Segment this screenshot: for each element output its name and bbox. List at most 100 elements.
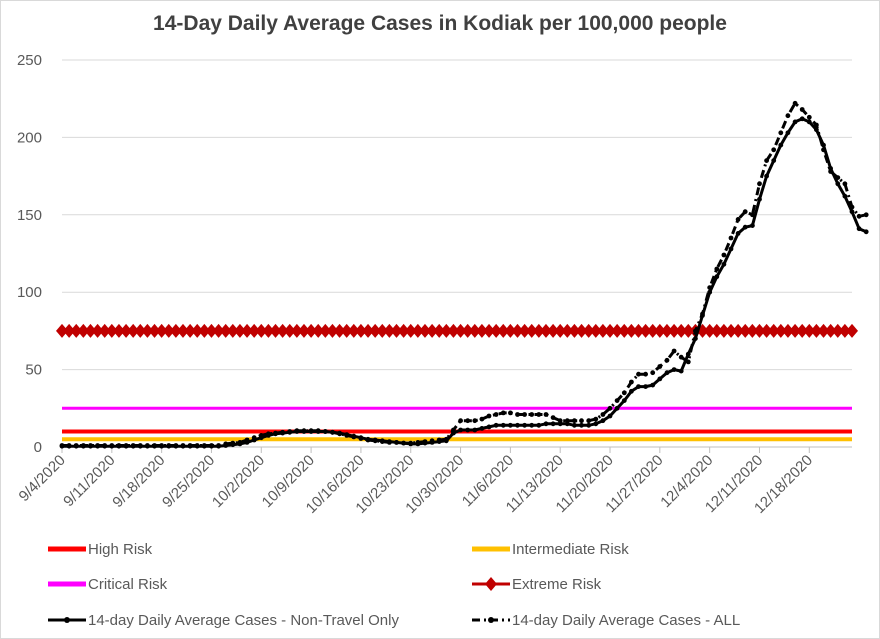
legend-item: 14-day Daily Average Cases - Non-Travel … xyxy=(48,612,399,629)
all-cases-series-point xyxy=(828,169,833,174)
extreme-risk-marker xyxy=(305,323,318,338)
all-cases-series-point xyxy=(572,418,577,424)
all-cases-series-point xyxy=(856,213,862,219)
non-travel-series-point xyxy=(536,422,542,428)
extreme-risk-marker xyxy=(162,323,175,338)
extreme-risk-marker xyxy=(767,323,780,338)
y-tick-label: 100 xyxy=(17,284,42,301)
y-tick-label: 250 xyxy=(17,52,42,69)
extreme-risk-marker xyxy=(589,323,602,338)
extreme-risk-marker xyxy=(539,323,552,338)
all-cases-series-point xyxy=(394,440,399,445)
all-cases-series-point xyxy=(73,443,79,448)
all-cases-series-point xyxy=(322,429,328,434)
extreme-risk-marker xyxy=(732,323,745,338)
extreme-risk-marker xyxy=(468,323,481,338)
non-travel-series-point xyxy=(742,224,748,230)
all-cases-series-point xyxy=(201,443,207,448)
non-travel-series-point xyxy=(650,382,656,388)
all-cases-series-point xyxy=(721,252,727,258)
extreme-risk-marker xyxy=(582,323,595,338)
non-travel-series-point xyxy=(458,427,463,433)
extreme-risk-marker xyxy=(155,323,168,338)
all-cases-series-point xyxy=(508,410,513,416)
x-tick-label: 10/2/2020 xyxy=(209,452,268,511)
non-travel-series-point xyxy=(714,274,720,280)
y-tick-label: 150 xyxy=(17,207,42,224)
extreme-risk-marker xyxy=(169,323,182,338)
all-cases-series-point xyxy=(358,436,364,441)
all-cases-series-point xyxy=(493,412,499,417)
all-cases-series-point xyxy=(209,443,214,448)
all-cases-series-point xyxy=(187,443,193,448)
legend-swatch-marker xyxy=(485,577,497,591)
legend: High Risk Intermediate Risk Critical Risk E… xyxy=(48,541,740,629)
non-travel-series-point xyxy=(757,196,762,202)
all-cases-series-point xyxy=(308,428,314,434)
extreme-risk-marker xyxy=(760,323,773,338)
x-tick-label: 9/18/2020 xyxy=(109,452,168,511)
x-tick-label: 9/11/2020 xyxy=(60,452,118,510)
extreme-risk-marker xyxy=(269,323,282,338)
all-cases-series-point xyxy=(159,443,165,448)
all-cases-series-point xyxy=(109,443,115,448)
non-travel-series-point xyxy=(493,422,499,428)
all-cases-series-point xyxy=(764,158,769,164)
extreme-risk-marker xyxy=(596,323,609,338)
all-cases-series-point xyxy=(294,428,300,434)
all-cases-series-point xyxy=(714,266,720,272)
non-travel-series-point xyxy=(636,384,641,389)
all-cases-series-point xyxy=(266,431,271,437)
extreme-risk-marker xyxy=(447,323,460,338)
extreme-risk-marker xyxy=(497,323,510,338)
extreme-risk-marker xyxy=(70,323,83,338)
legend-item: Extreme Risk xyxy=(472,576,602,593)
non-travel-series-point xyxy=(764,173,769,179)
extreme-risk-marker xyxy=(404,323,417,338)
gridlines xyxy=(62,59,852,371)
extreme-risk-marker xyxy=(241,323,254,338)
all-cases-series-point xyxy=(258,433,264,438)
all-cases-series-point xyxy=(408,440,414,446)
all-cases-series-point xyxy=(330,429,335,435)
non-travel-series-point xyxy=(607,413,613,419)
all-cases-series-point xyxy=(351,434,357,440)
extreme-risk-marker xyxy=(105,323,118,338)
non-travel-series-point xyxy=(842,193,848,199)
extreme-risk-marker xyxy=(717,323,730,338)
non-travel-series-point xyxy=(465,427,471,433)
extreme-risk-marker xyxy=(255,323,268,338)
non-travel-series-point xyxy=(479,426,485,431)
extreme-risk-marker xyxy=(440,323,453,338)
all-cases-series-point xyxy=(728,235,734,241)
all-cases-series-point xyxy=(379,439,385,444)
extreme-risk-marker xyxy=(191,323,204,338)
extreme-risk-marker xyxy=(682,323,695,338)
extreme-risk-marker xyxy=(639,323,652,338)
non-travel-series-point xyxy=(685,351,691,357)
legend-label: Extreme Risk xyxy=(512,576,602,593)
extreme-risk-marker xyxy=(632,323,645,338)
all-cases-series-point xyxy=(472,418,478,424)
non-travel-series-point xyxy=(785,130,791,136)
extreme-risk-marker xyxy=(846,323,858,338)
non-travel-series-point xyxy=(778,142,784,148)
extreme-risk-marker xyxy=(411,323,424,338)
all-cases-series-point xyxy=(123,443,129,448)
extreme-risk-marker xyxy=(333,323,346,338)
extreme-risk-marker xyxy=(789,323,802,338)
non-travel-series-point xyxy=(543,421,549,427)
non-travel-series-point xyxy=(614,405,620,411)
all-cases-series-point xyxy=(707,285,713,290)
non-travel-series-point xyxy=(550,421,556,427)
all-cases-series-point xyxy=(500,410,506,416)
all-cases-series-point xyxy=(564,418,570,424)
non-travel-series-point xyxy=(500,422,506,428)
all-cases-series-point xyxy=(173,443,179,448)
extreme-risk-marker xyxy=(774,323,787,338)
all-cases-series-point xyxy=(750,212,755,218)
non-travel-series-point xyxy=(586,422,592,428)
extreme-risk-marker xyxy=(668,323,681,338)
extreme-risk-marker xyxy=(376,323,389,338)
